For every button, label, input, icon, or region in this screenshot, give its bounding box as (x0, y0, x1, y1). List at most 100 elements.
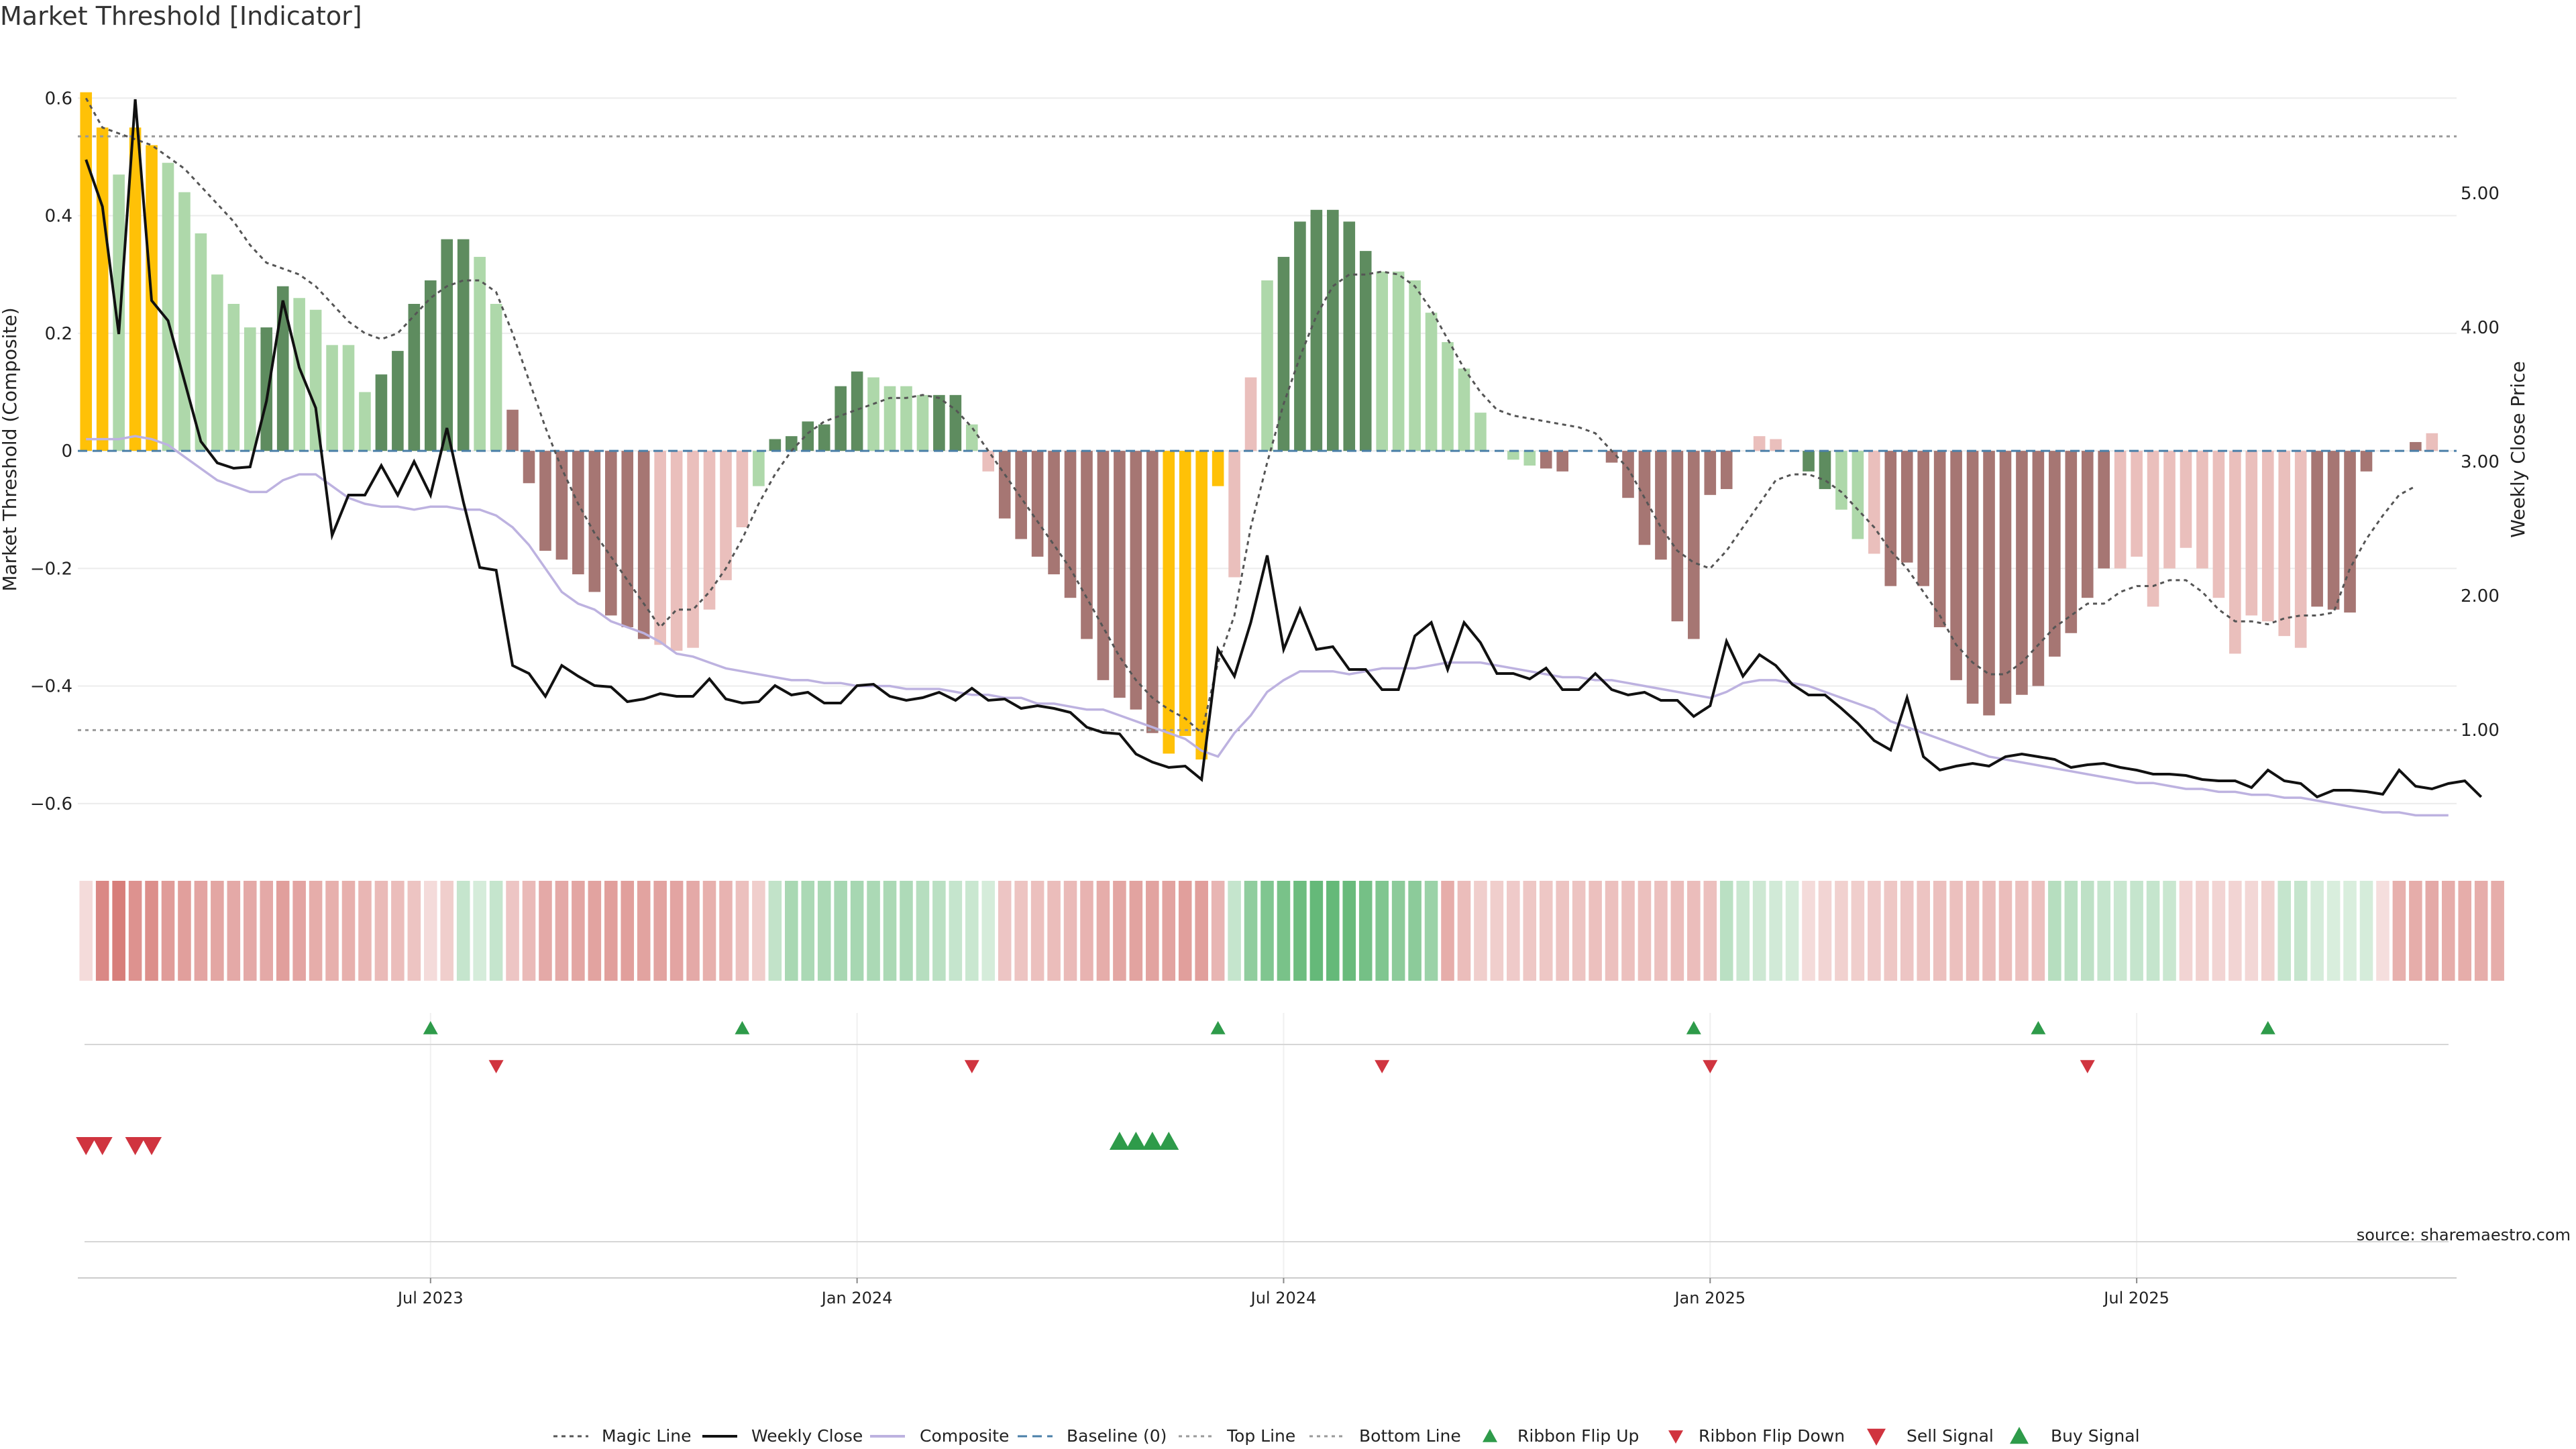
ribbon-cell (211, 881, 224, 981)
y2-tick-label: 5.00 (2461, 184, 2500, 204)
indicator-bar (2327, 451, 2340, 610)
ribbon-cell (95, 881, 109, 981)
indicator-bar (474, 256, 486, 451)
ribbon-cell (686, 881, 700, 981)
indicator-bar (670, 451, 683, 651)
ribbon-cell (2392, 881, 2406, 981)
indicator-bar (785, 436, 798, 451)
sell-signal-marker (92, 1137, 113, 1155)
ribbon-cell (2261, 881, 2275, 981)
indicator-bar (687, 451, 699, 648)
y-tick-label: −0.4 (30, 677, 72, 697)
indicator-bar (195, 233, 207, 451)
indicator-bar (1064, 451, 1077, 598)
legend-label: Baseline (0) (1067, 1426, 1167, 1446)
ribbon-cell (1244, 881, 1258, 981)
ribbon-cell (1556, 881, 1569, 981)
indicator-bar (1277, 256, 1290, 451)
legend-label: Ribbon Flip Up (1517, 1426, 1639, 1446)
ribbon-cell (539, 881, 552, 981)
ribbon-cell (161, 881, 175, 981)
indicator-bar (1294, 221, 1306, 451)
indicator-bar (2344, 451, 2356, 613)
ribbon-cell (309, 881, 323, 981)
indicator-bar (2131, 451, 2143, 557)
indicator-bar (178, 192, 191, 451)
legend-label: Bottom Line (1359, 1426, 1461, 1446)
x-tick-label: Jan 2025 (1673, 1289, 1746, 1307)
indicator-bar (2245, 451, 2258, 616)
indicator-bar (1442, 341, 1454, 451)
ribbon-cell (1228, 881, 1241, 981)
indicator-bar (1195, 451, 1208, 760)
legend-label: Top Line (1226, 1426, 1295, 1446)
ribbon-cell (2048, 881, 2061, 981)
indicator-bar (2426, 433, 2438, 451)
ribbon-cell (1146, 881, 1159, 981)
ribbon-cell (785, 881, 798, 981)
ribbon-cell (2294, 881, 2308, 981)
ribbon-layer (79, 881, 2504, 981)
buy-signal-marker (1142, 1132, 1163, 1150)
ribbon-cell (79, 881, 93, 981)
ribbon-cell (555, 881, 569, 981)
indicator-bar (949, 394, 962, 451)
indicator-bar (1966, 451, 1979, 704)
indicator-bar (2049, 451, 2061, 657)
ribbon-cell (456, 881, 470, 981)
ribbon-cell (2310, 881, 2324, 981)
indicator-bar (1392, 271, 1405, 451)
indicator-bar (1031, 451, 1044, 557)
indicator-bar (1671, 451, 1684, 622)
ribbon-cell (572, 881, 585, 981)
indicator-bar (1343, 221, 1356, 451)
ribbon-cell (178, 881, 191, 981)
ribbon-cell (2196, 881, 2209, 981)
indicator-bar (1359, 251, 1372, 451)
ribbon-cell (1539, 881, 1553, 981)
ribbon-cell (1982, 881, 1996, 981)
x-tick-label: Jan 2024 (820, 1289, 893, 1307)
ribbon-flip-up-marker (2260, 1021, 2275, 1034)
indicator-bar (1507, 451, 1519, 460)
indicator-bar (1261, 280, 1273, 451)
indicator-bar (2311, 451, 2323, 607)
indicator-bar (424, 280, 437, 451)
ribbon-cell (1507, 881, 1520, 981)
ribbon-cell (1375, 881, 1389, 981)
ribbon-cell (669, 881, 684, 981)
ribbon-cell (2376, 881, 2390, 981)
ribbon-cell (1949, 881, 1963, 981)
indicator-bar (982, 451, 995, 472)
ribbon-cell (1933, 881, 1947, 981)
ribbon-cell (1277, 881, 1291, 981)
indicator-bar (227, 304, 240, 451)
ribbon-cell (1998, 881, 2012, 981)
weekly-close-line (85, 99, 2483, 799)
indicator-bar (1851, 451, 1864, 539)
indicator-bar (1540, 451, 1552, 469)
y-tick-label: 0 (61, 441, 72, 462)
ribbon-cell (1162, 881, 1176, 981)
indicator-bar (1310, 209, 1323, 451)
ribbon-cell (1917, 881, 1930, 981)
legend-label: Composite (920, 1426, 1009, 1446)
ribbon-cell (932, 881, 946, 981)
x-axis-layer: Jul 2023 Jan 2024 Jul 2024 Jan 2025 Jul 2025 (78, 1277, 2457, 1307)
ribbon-cell (1523, 881, 1537, 981)
ribbon-cell (1326, 881, 1340, 981)
ribbon-cell (1391, 881, 1405, 981)
ribbon-cell (2277, 881, 2292, 981)
indicator-bar (1163, 451, 1175, 754)
indicator-bar (933, 394, 945, 451)
ribbon-cell (1802, 881, 1815, 981)
indicator-bar (1409, 280, 1421, 451)
ribbon-cell (407, 881, 421, 981)
indicator-bar (1048, 451, 1060, 575)
x-tick-label: Jul 2024 (1250, 1289, 1317, 1307)
indicator-bar (1114, 451, 1126, 698)
ribbon-cell (1260, 881, 1274, 981)
indicator-bar (96, 127, 109, 451)
indicator-bar (720, 451, 732, 580)
indicator-bar (2163, 451, 2176, 569)
